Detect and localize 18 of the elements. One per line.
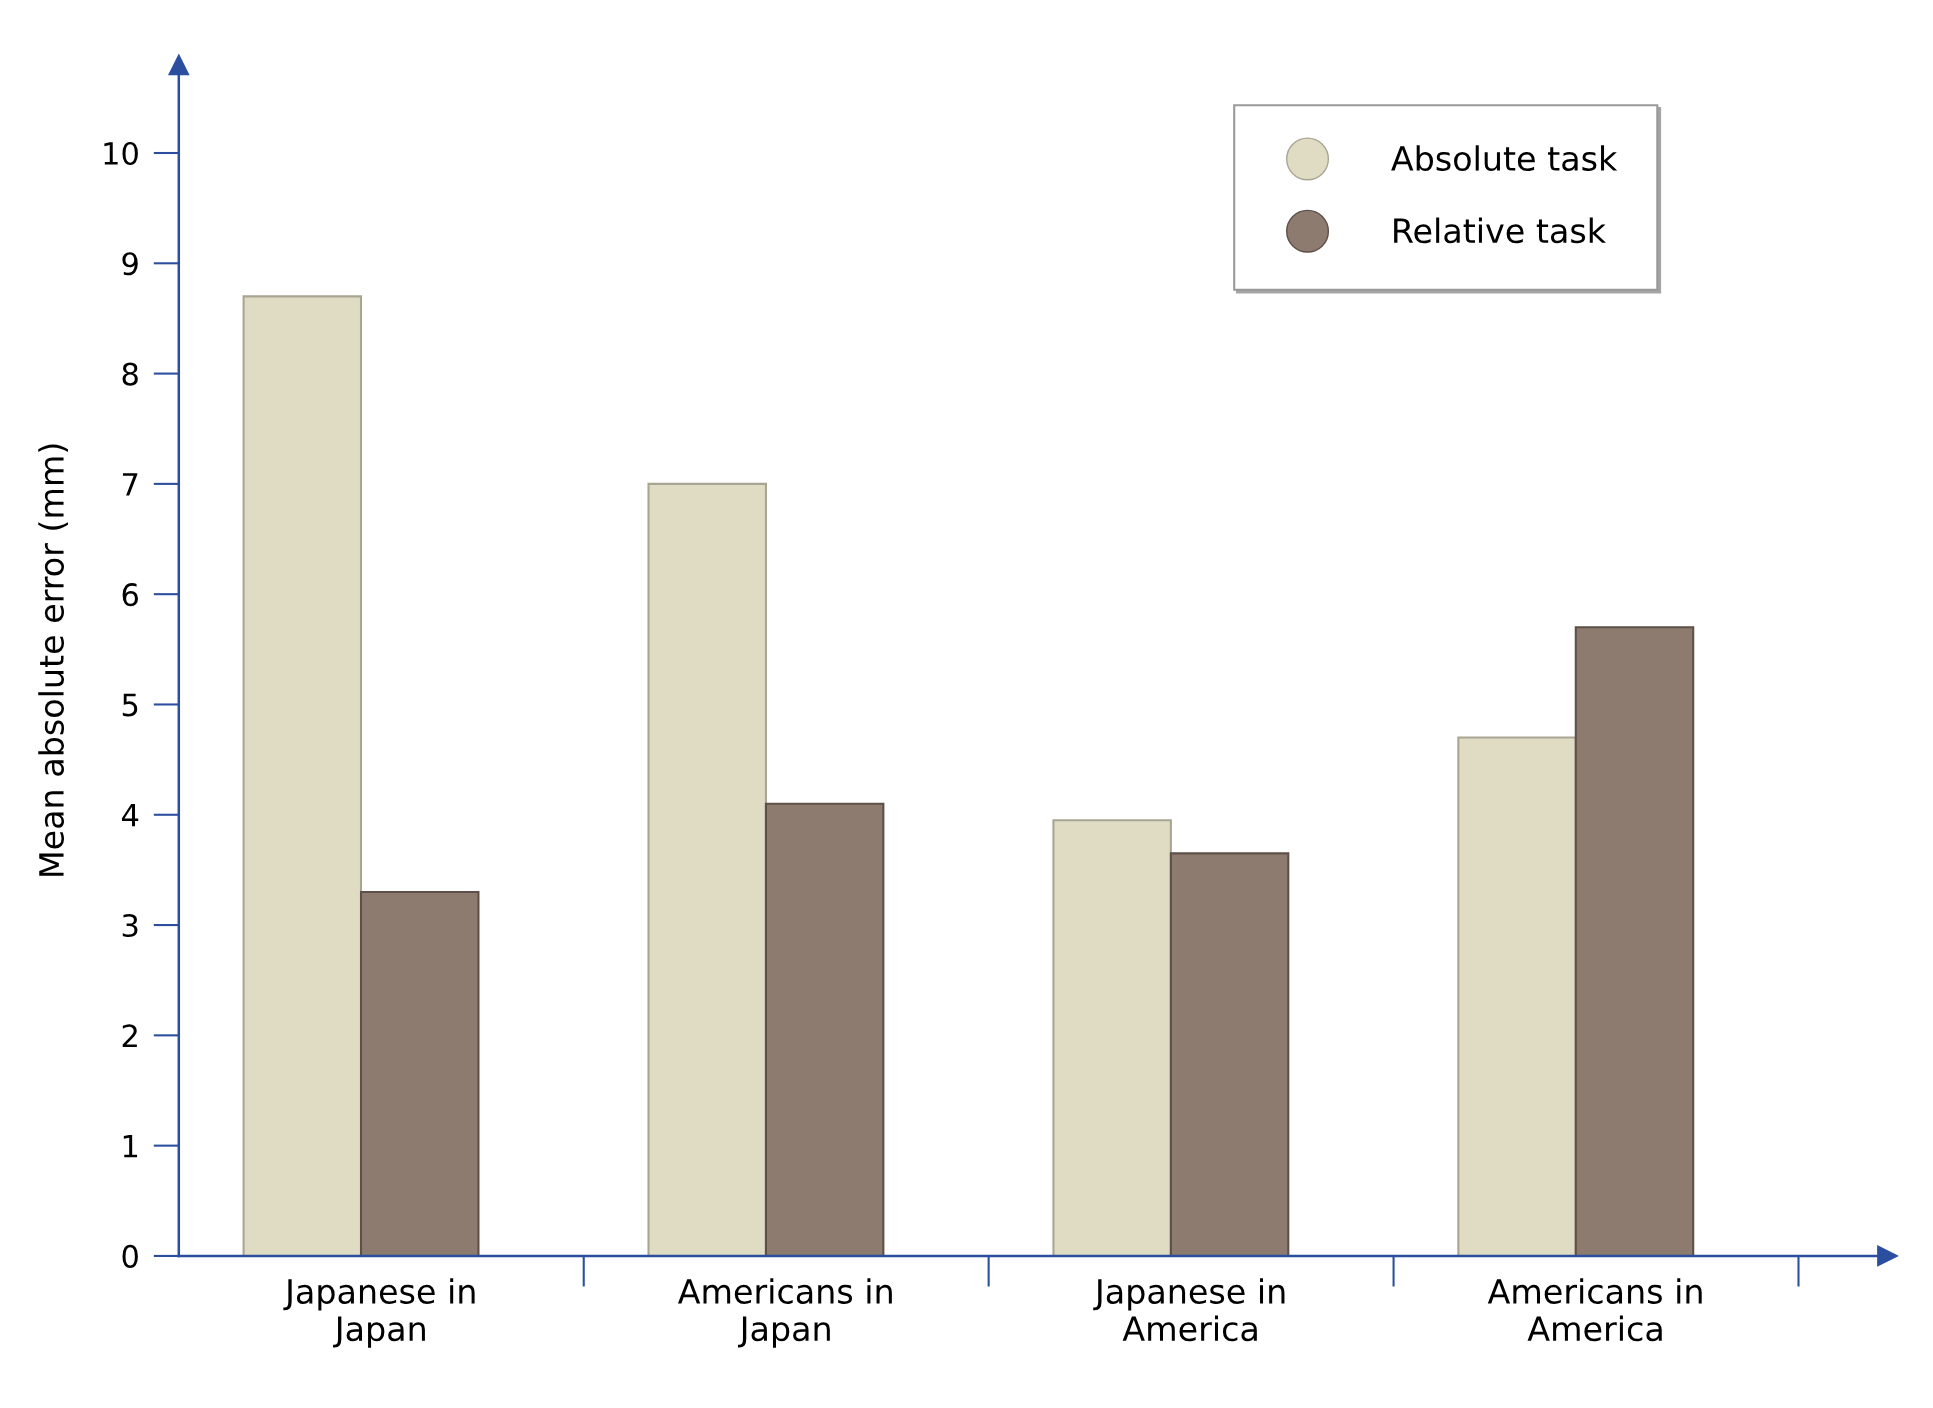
x-tick-label: Americans in Japan	[677, 1278, 892, 1348]
y-axis-title: Mean absolute error (mm)	[38, 444, 68, 876]
x-tick-label: Japanese in America	[1093, 1278, 1285, 1342]
y-tick-label: 10	[104, 141, 138, 166]
y-tick-label: 8	[122, 362, 138, 386]
y-tick-label: 6	[122, 583, 138, 607]
y-tick-label: 2	[122, 1024, 137, 1047]
y-tick-label: 0	[122, 1244, 138, 1268]
y-tick-label: 9	[122, 252, 138, 276]
y-tick-label: 5	[122, 693, 138, 717]
y-tick-label: 3	[122, 913, 138, 938]
x-tick-label: Americans in America	[1487, 1278, 1702, 1342]
y-tick-label: 4	[121, 804, 139, 827]
legend-label: Relative task	[1394, 217, 1606, 244]
legend-label: Absolute task	[1391, 145, 1618, 172]
x-tick-label: Japanese in Japan	[283, 1278, 475, 1348]
y-tick-label: 1	[123, 1134, 138, 1158]
y-tick-label: 7	[122, 473, 138, 496]
